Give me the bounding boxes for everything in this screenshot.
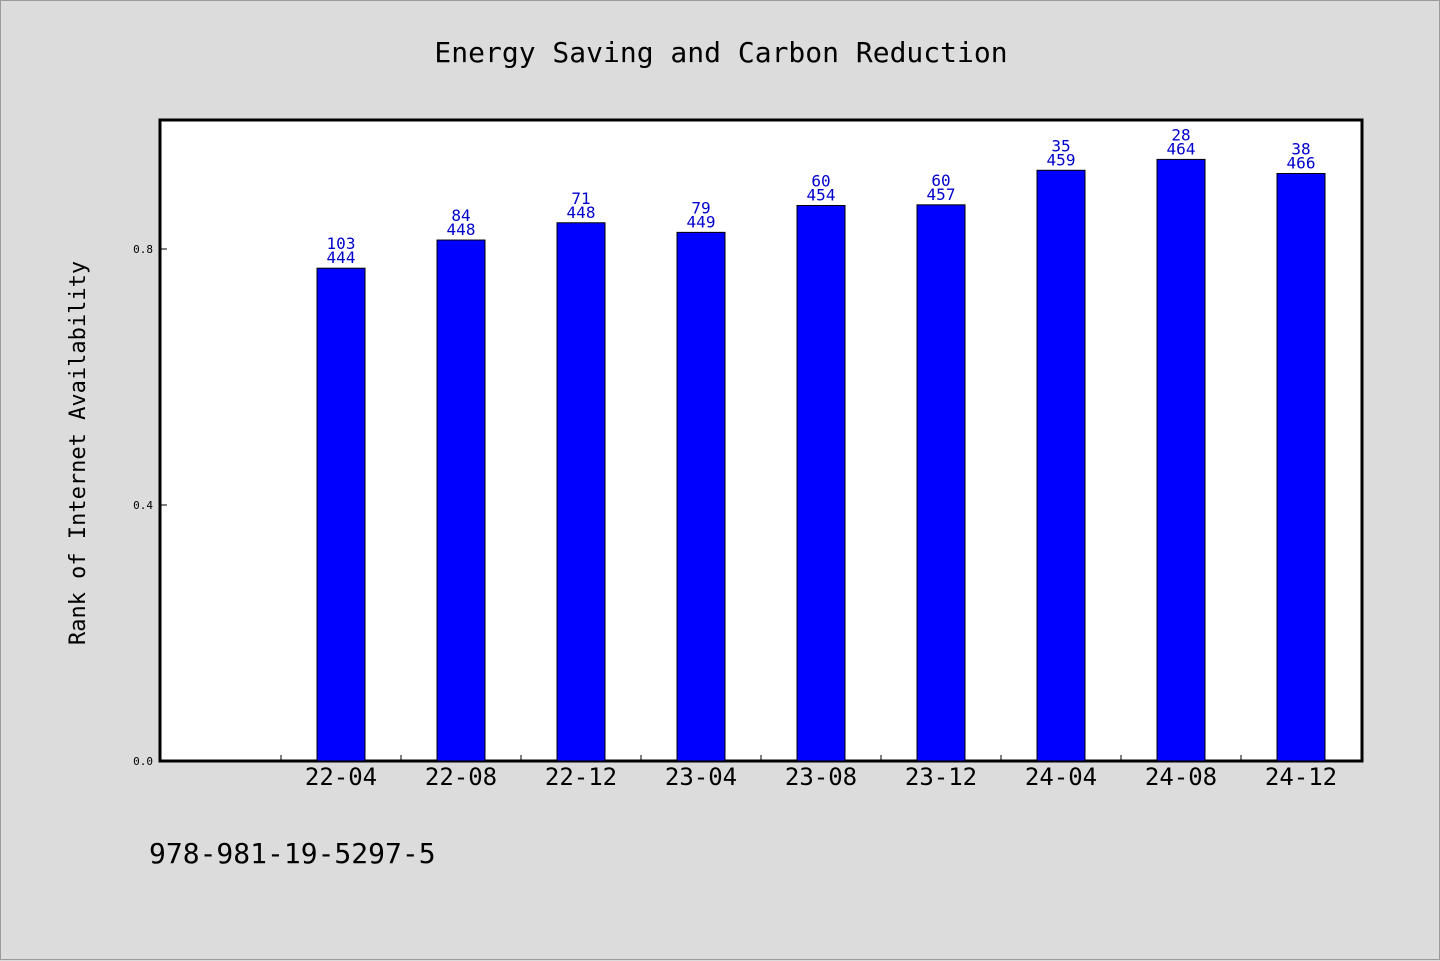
bar xyxy=(316,267,366,762)
y-axis: 0.0 0.4 0.8 xyxy=(133,243,167,768)
x-tick-label: 22-12 xyxy=(545,763,617,791)
x-tick-label: 22-04 xyxy=(305,763,377,791)
x-tick-label: 23-04 xyxy=(665,763,737,791)
x-tick-label: 23-12 xyxy=(905,763,977,791)
isbn-footnote: 978-981-19-5297-5 xyxy=(149,837,436,870)
bar-label-top: 38 xyxy=(1291,139,1310,158)
bar-label-top: 79 xyxy=(691,198,710,217)
bar-label-top: 28 xyxy=(1171,125,1190,144)
x-tick-label: 22-08 xyxy=(425,763,497,791)
y-tick-label: 0.4 xyxy=(133,499,153,512)
bar-label-bottom: 448 xyxy=(567,203,596,222)
bar-label-bottom: 457 xyxy=(927,185,956,204)
bar-label-top: 60 xyxy=(811,171,830,190)
y-tick-label: 0.8 xyxy=(133,243,153,256)
x-tick-label: 24-04 xyxy=(1025,763,1097,791)
bar xyxy=(676,231,726,762)
bar-label-top: 84 xyxy=(451,206,470,225)
bar xyxy=(436,239,486,762)
bar xyxy=(556,222,606,762)
bar xyxy=(796,204,846,762)
bar xyxy=(1156,158,1206,762)
bar xyxy=(1276,172,1326,762)
y-axis-label: Rank of Internet Availability xyxy=(66,261,91,645)
bar-label-bottom: 464 xyxy=(1167,139,1196,158)
x-tick-label: 24-08 xyxy=(1145,763,1217,791)
bar-label-top: 71 xyxy=(571,189,590,208)
chart-title: Energy Saving and Carbon Reduction xyxy=(434,36,1007,69)
x-tick-label: 23-08 xyxy=(785,763,857,791)
bar-label-bottom: 449 xyxy=(687,212,716,231)
y-tick-label: 0.0 xyxy=(133,755,153,768)
bar-label-bottom: 454 xyxy=(807,185,836,204)
bar-label-top: 35 xyxy=(1051,136,1070,155)
bar-label-bottom: 466 xyxy=(1287,153,1316,172)
bar-label-top: 103 xyxy=(327,234,356,253)
bar-label-top: 60 xyxy=(931,171,950,190)
bar-label-bottom: 448 xyxy=(447,220,476,239)
bar-label-bottom: 459 xyxy=(1047,150,1076,169)
bar xyxy=(916,204,966,762)
x-axis: 22-04 22-08 22-12 23-04 23-08 23-12 24-04 24-08… xyxy=(280,755,1337,791)
bar xyxy=(1036,169,1086,762)
x-tick-label: 24-12 xyxy=(1265,763,1337,791)
bar-label-bottom: 444 xyxy=(327,248,356,267)
